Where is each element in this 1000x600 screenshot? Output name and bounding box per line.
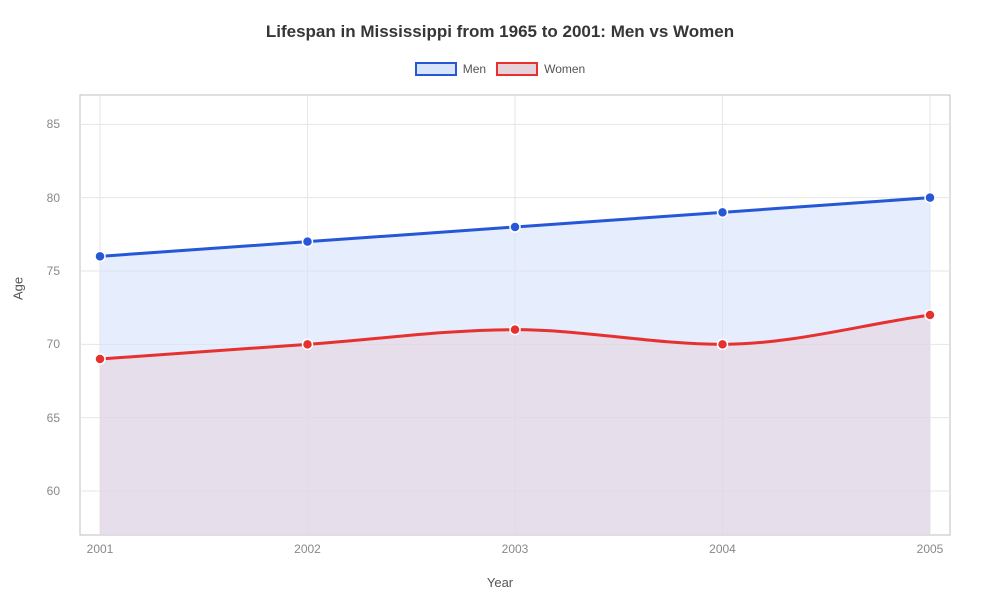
plot-area <box>0 0 1000 600</box>
chart-container: Lifespan in Mississippi from 1965 to 200… <box>0 0 1000 600</box>
x-tick-label: 2001 <box>87 542 114 556</box>
x-tick-label: 2005 <box>917 542 944 556</box>
y-tick-label: 65 <box>30 411 60 425</box>
y-tick-label: 60 <box>30 484 60 498</box>
y-tick-label: 85 <box>30 117 60 131</box>
x-tick-label: 2002 <box>294 542 321 556</box>
y-tick-label: 70 <box>30 337 60 351</box>
y-tick-label: 75 <box>30 264 60 278</box>
x-tick-label: 2003 <box>502 542 529 556</box>
y-tick-label: 80 <box>30 191 60 205</box>
x-tick-label: 2004 <box>709 542 736 556</box>
